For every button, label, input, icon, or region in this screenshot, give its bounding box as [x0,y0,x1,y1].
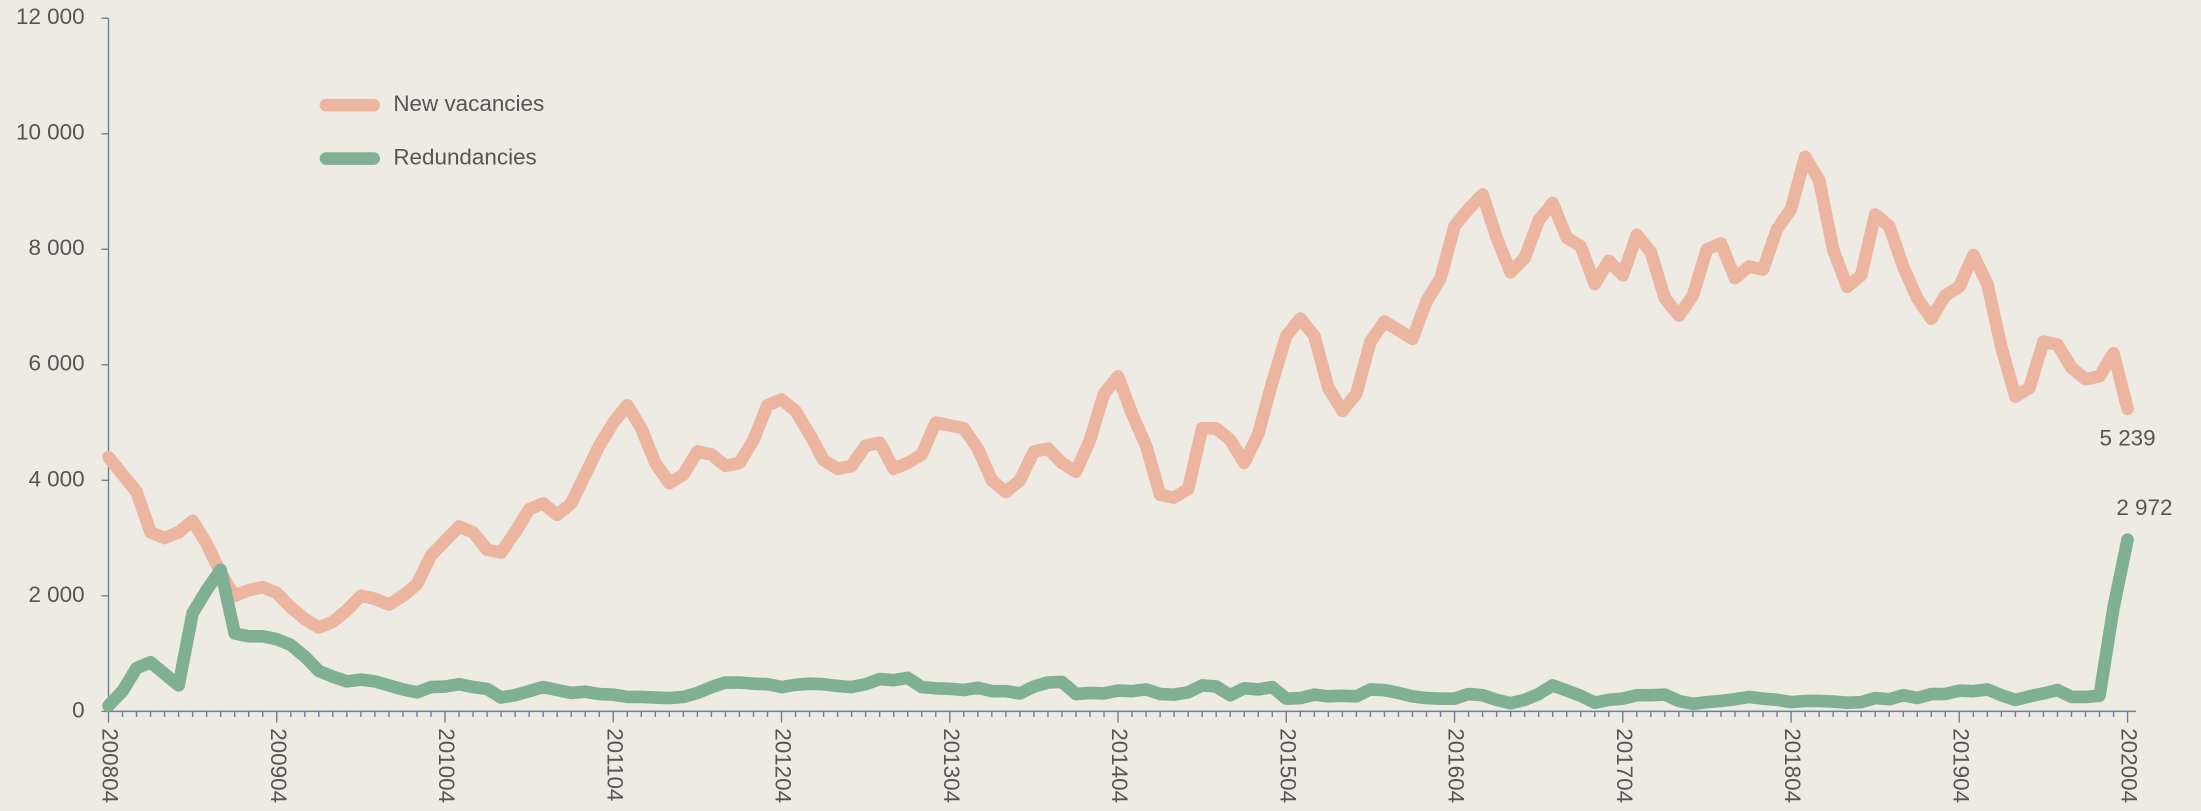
data-label: 2 972 [2116,495,2172,520]
x-tick-label: 201304 [939,728,964,803]
x-tick-label: 200804 [98,728,123,803]
x-tick-label: 201404 [1107,728,1132,803]
series-line [102,533,2134,712]
y-tick-label: 10 000 [16,120,85,145]
y-tick-label: 8 000 [28,235,84,260]
x-tick-label: 201204 [771,728,796,803]
x-tick-label: 201904 [1948,728,1973,803]
series-line [102,150,2134,634]
x-tick-label: 202004 [2117,728,2142,803]
x-tick-label: 201704 [1612,728,1637,803]
x-tick-label: 201804 [1780,728,1805,803]
x-tick-label: 201504 [1275,728,1300,803]
y-tick-label: 12 000 [16,4,85,29]
legend-label: New vacancies [393,91,544,116]
x-tick-label: 201604 [1444,728,1469,803]
data-label: 5 239 [2100,426,2156,451]
x-tick-label: 200904 [266,728,291,803]
y-tick-label: 6 000 [28,351,84,376]
legend-label: Redundancies [393,144,536,169]
y-tick-label: 4 000 [28,466,84,491]
x-tick-label: 201104 [602,728,627,801]
y-tick-label: 0 [72,697,84,722]
y-tick-label: 2 000 [28,582,84,607]
x-tick-label: 201004 [434,728,459,803]
